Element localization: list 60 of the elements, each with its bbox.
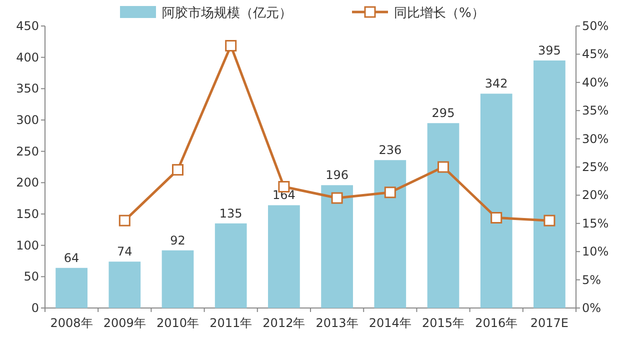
legend-label: 同比增长（%） (394, 6, 484, 21)
bar (108, 262, 141, 308)
x-tick-label: 2012年 (262, 316, 306, 330)
data-label: 295 (432, 106, 455, 120)
y-tick-label: 350 (16, 82, 39, 96)
y2-tick-label: 5% (582, 272, 602, 287)
y2-tick-label: 50% (582, 19, 609, 33)
data-label: 92 (170, 233, 186, 248)
y2-tick-label: 10% (582, 244, 609, 259)
x-tick-label: 2013年 (316, 316, 358, 330)
x-tick-label: 2011年 (210, 316, 252, 330)
point (490, 212, 502, 224)
point (331, 192, 343, 204)
y2-tick-label: 20% (582, 188, 609, 202)
y-tick-label: 300 (16, 113, 39, 127)
point (225, 40, 237, 52)
x-tick-label: 2009年 (103, 316, 146, 330)
y2-tick-label: 15% (582, 216, 609, 230)
data-label: 342 (484, 76, 508, 91)
bar (480, 94, 512, 308)
x-tick-label: 2014年 (368, 316, 412, 330)
point (118, 214, 130, 226)
legend-label: 阿胶市场规模（亿元） (162, 6, 292, 21)
bar (56, 268, 88, 308)
x-tick-label: 2017E (530, 316, 569, 330)
x-tick-label: 2016年 (475, 316, 518, 330)
data-label: 196 (326, 168, 349, 182)
y2-tick-label: 25% (582, 160, 609, 174)
y2-tick-label: 0% (582, 301, 602, 315)
x-tick-label: 2008年 (50, 316, 93, 330)
y2-tick-label: 30% (582, 132, 609, 146)
data-label: 64 (64, 250, 80, 265)
y-tick-label: 200 (16, 176, 39, 190)
bar (214, 223, 247, 308)
y2-tick-label: 40% (582, 75, 609, 90)
point (544, 214, 556, 226)
y-tick-label: 400 (16, 50, 39, 64)
data-label: 395 (538, 43, 561, 58)
bar (321, 185, 353, 308)
bar (534, 60, 566, 308)
point (172, 164, 184, 176)
y-tick-label: 100 (16, 238, 39, 252)
data-label: 236 (378, 143, 402, 158)
y-tick-label: 250 (16, 144, 39, 158)
y-tick-label: 0 (31, 301, 39, 315)
y2-tick-label: 35% (582, 104, 609, 118)
bar (162, 250, 194, 308)
bar (268, 205, 300, 308)
bar (427, 123, 460, 308)
data-label: 74 (117, 244, 132, 259)
y-tick-label: 50 (24, 270, 39, 284)
data-label: 135 (219, 206, 242, 220)
x-tick-label: 2010年 (156, 316, 200, 330)
point (438, 161, 449, 173)
x-tick-label: 2015年 (422, 316, 465, 330)
y2-tick-label: 45% (582, 47, 609, 62)
y-tick-label: 450 (16, 19, 39, 33)
y-tick-label: 150 (16, 207, 39, 221)
bar (374, 160, 406, 308)
point (384, 186, 396, 198)
